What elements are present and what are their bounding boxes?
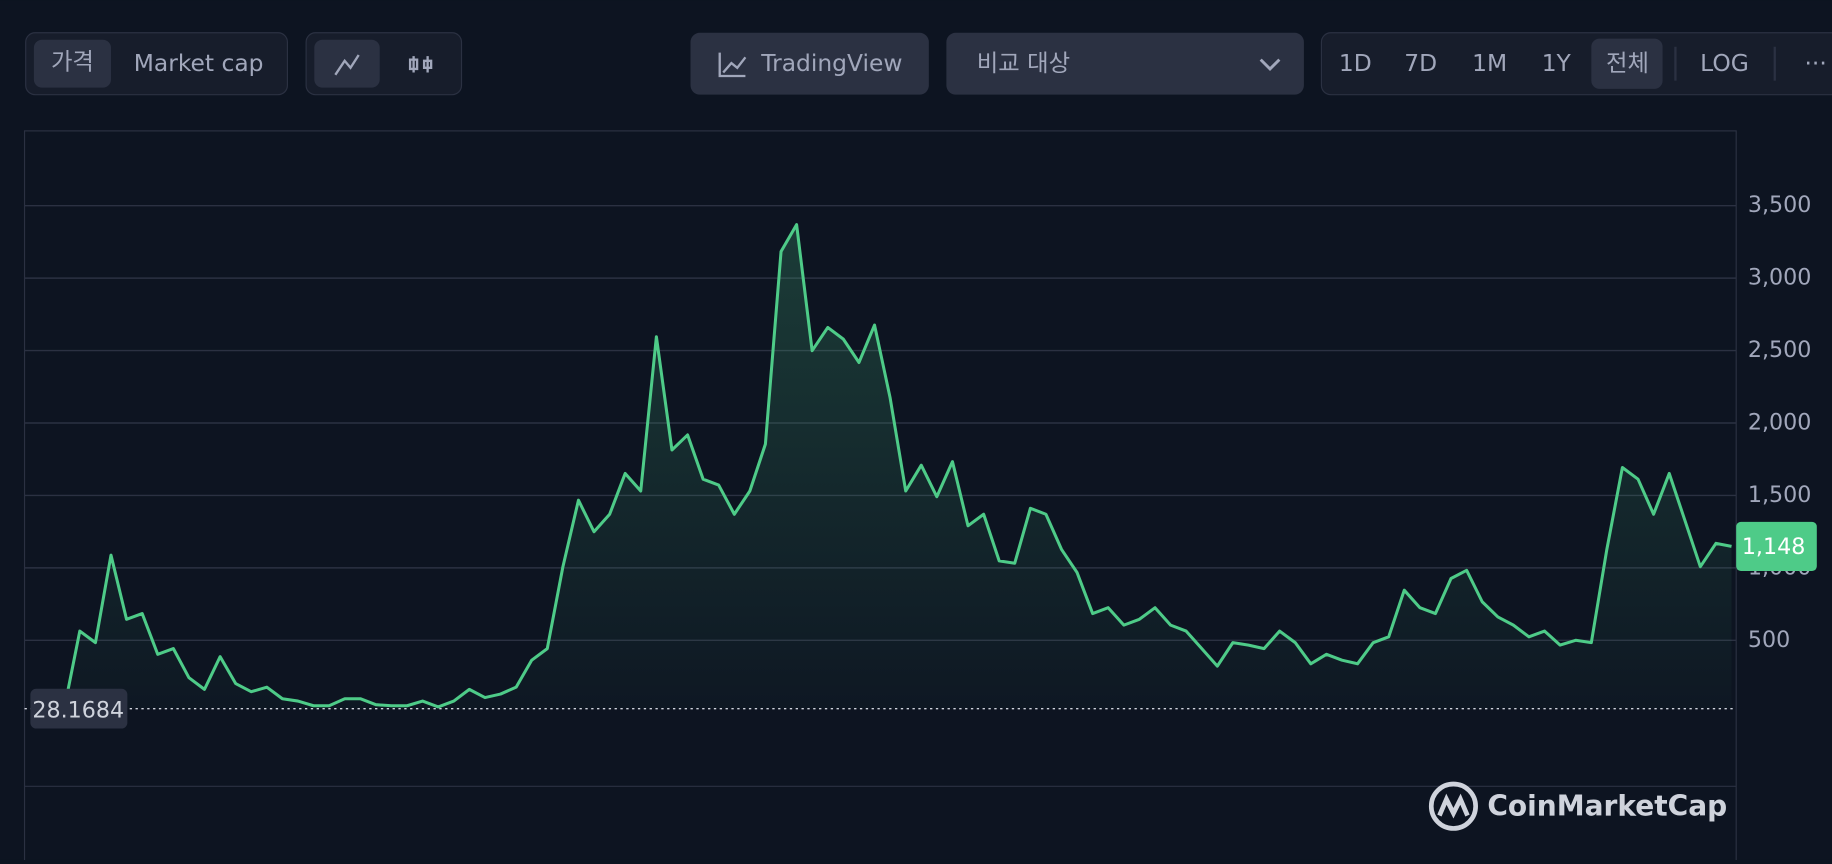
chevron bbox=[1259, 58, 1281, 72]
candle-icon[interactable] bbox=[408, 56, 433, 73]
log-toggle[interactable]: LOG bbox=[1700, 49, 1749, 77]
tab-active[interactable] bbox=[33, 39, 111, 88]
logo bbox=[1428, 781, 1478, 831]
compare-label[interactable]: 비교 대상 bbox=[977, 49, 1070, 77]
watermark: CoinMarketCap bbox=[1487, 789, 1727, 822]
y-tick-label: 2,000 bbox=[1748, 409, 1812, 435]
price-line bbox=[62, 223, 1732, 709]
logo-mark bbox=[1437, 793, 1470, 819]
price-badge bbox=[1736, 521, 1817, 571]
y-tick-label: 1,500 bbox=[1748, 482, 1812, 508]
low-badge bbox=[30, 688, 128, 729]
tab-market-cap[interactable]: Market cap bbox=[134, 49, 264, 77]
plot: 5001,0001,5002,0002,5003,0003,50028.1684… bbox=[24, 192, 1817, 729]
y-tick-label: 500 bbox=[1748, 627, 1790, 653]
chart-frame bbox=[23, 130, 1737, 864]
tab-price[interactable]: 가격 bbox=[51, 48, 94, 76]
range-button[interactable]: 1Y bbox=[1542, 49, 1572, 77]
more-button[interactable]: ··· bbox=[1805, 49, 1827, 77]
line-icon bbox=[334, 54, 360, 76]
low-label: 28.1684 bbox=[32, 698, 124, 724]
range-button[interactable]: 1M bbox=[1472, 49, 1507, 77]
price-label: 1,148 bbox=[1742, 534, 1806, 560]
y-tick-label: 2,500 bbox=[1748, 337, 1812, 363]
range-button[interactable]: 1D bbox=[1339, 49, 1372, 77]
range-button[interactable]: 7D bbox=[1404, 49, 1437, 77]
area bbox=[64, 224, 1732, 709]
range-button[interactable]: 전체 bbox=[1606, 49, 1649, 77]
tv-icon bbox=[718, 52, 747, 78]
tradingview-label[interactable]: TradingView bbox=[760, 49, 902, 77]
range-active[interactable] bbox=[1591, 38, 1663, 89]
range-group bbox=[1320, 32, 1832, 96]
compare-select[interactable] bbox=[946, 32, 1304, 95]
y-tick-label: 3,000 bbox=[1748, 265, 1812, 291]
tradingview-button[interactable] bbox=[690, 32, 929, 95]
y-tick-label: 3,500 bbox=[1748, 192, 1812, 218]
